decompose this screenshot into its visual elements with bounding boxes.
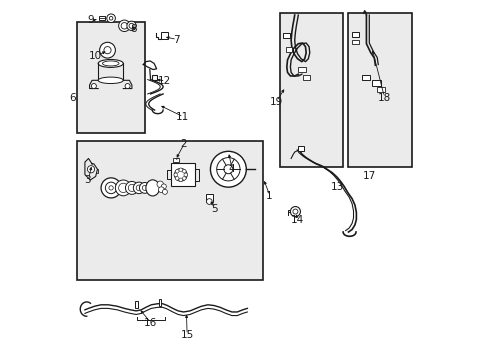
Circle shape (183, 173, 187, 177)
Circle shape (133, 182, 144, 194)
Bar (297, 146, 304, 150)
Bar (173, 158, 179, 162)
Bar (351, 40, 358, 44)
Bar (285, 47, 292, 51)
Text: 8: 8 (130, 24, 137, 35)
Circle shape (91, 84, 96, 89)
Circle shape (174, 173, 177, 177)
Circle shape (139, 183, 150, 193)
Text: 3: 3 (84, 175, 91, 185)
Circle shape (216, 158, 240, 181)
Bar (279, 13, 343, 167)
Circle shape (126, 21, 136, 31)
Circle shape (119, 20, 130, 32)
Ellipse shape (145, 180, 159, 196)
Circle shape (109, 186, 113, 190)
Text: 16: 16 (143, 318, 157, 328)
Bar (135, 301, 137, 308)
Text: 7: 7 (173, 35, 179, 45)
Bar (362, 75, 369, 80)
Text: 18: 18 (377, 93, 390, 103)
Text: 12: 12 (158, 76, 171, 86)
Bar (159, 299, 161, 306)
Circle shape (125, 181, 138, 194)
Circle shape (206, 199, 212, 204)
Circle shape (115, 180, 131, 196)
Circle shape (210, 151, 246, 187)
Bar (303, 75, 309, 80)
Bar (371, 80, 380, 86)
Bar (161, 32, 167, 39)
Circle shape (119, 183, 128, 193)
Circle shape (175, 170, 179, 173)
Bar (77, 22, 144, 134)
Circle shape (128, 184, 135, 192)
Circle shape (290, 207, 300, 217)
Bar (206, 194, 212, 202)
Circle shape (101, 178, 121, 198)
Circle shape (292, 209, 297, 214)
Circle shape (175, 176, 179, 180)
Text: 14: 14 (290, 215, 304, 225)
Text: 15: 15 (180, 330, 193, 340)
Circle shape (104, 46, 111, 54)
Circle shape (182, 170, 186, 173)
Ellipse shape (98, 77, 123, 84)
Circle shape (125, 84, 130, 89)
Circle shape (106, 14, 115, 23)
Text: 4: 4 (228, 164, 235, 174)
Text: 19: 19 (269, 97, 283, 107)
Circle shape (158, 187, 164, 193)
Circle shape (174, 168, 187, 181)
Circle shape (162, 189, 167, 194)
Circle shape (179, 178, 182, 181)
Bar (283, 33, 290, 39)
Circle shape (179, 168, 182, 172)
Circle shape (161, 184, 166, 189)
Text: 6: 6 (69, 93, 76, 103)
Text: 5: 5 (210, 204, 217, 214)
Circle shape (157, 181, 163, 188)
Circle shape (121, 23, 127, 29)
Circle shape (100, 42, 115, 58)
Circle shape (109, 17, 113, 20)
Bar (348, 13, 411, 167)
Circle shape (129, 23, 134, 28)
Bar (298, 67, 305, 72)
Text: 13: 13 (330, 182, 344, 192)
Text: 1: 1 (266, 191, 272, 201)
Circle shape (142, 185, 147, 190)
Bar (151, 75, 156, 80)
Ellipse shape (102, 61, 119, 66)
Text: 2: 2 (180, 139, 186, 149)
Bar (171, 163, 195, 186)
Text: 11: 11 (176, 112, 189, 122)
Bar (376, 87, 384, 93)
Bar (351, 32, 359, 37)
Text: 10: 10 (89, 51, 102, 61)
Bar (77, 140, 263, 280)
Text: 17: 17 (362, 171, 375, 181)
Circle shape (182, 176, 186, 180)
Circle shape (136, 185, 142, 191)
Ellipse shape (98, 59, 123, 67)
Circle shape (224, 165, 232, 174)
Bar (99, 17, 105, 20)
Circle shape (105, 182, 117, 194)
Text: 9: 9 (87, 15, 94, 26)
Circle shape (87, 166, 94, 173)
